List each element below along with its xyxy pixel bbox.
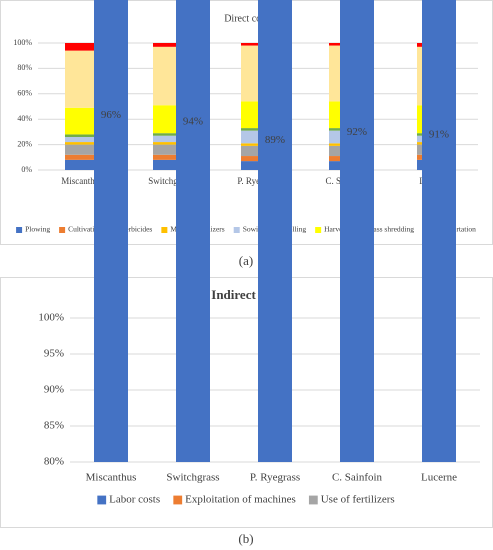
- legend-swatch: [308, 495, 318, 505]
- legend-label: Labor costs: [109, 494, 160, 506]
- bar-segment: [94, 0, 128, 462]
- bar-segment: [153, 142, 187, 145]
- bar-segment: [65, 134, 99, 137]
- legend-label: Exploitation of machines: [185, 494, 296, 506]
- bar-segment: [153, 159, 187, 170]
- legend-label: Grass shredding: [365, 225, 414, 234]
- bar-segment: [65, 159, 99, 170]
- legend-label: Sowing: [243, 225, 266, 234]
- bar-segment: [153, 135, 187, 143]
- chart-title: Direct cost: [224, 13, 268, 24]
- bar-segment: [153, 133, 187, 136]
- bar-segment: [153, 154, 187, 160]
- y-tick-label: 85%: [44, 420, 64, 432]
- legend-label: Cultivation: [68, 225, 102, 234]
- bar-segment: [65, 144, 99, 155]
- y-tick-label: 90%: [44, 384, 64, 396]
- legend-label: Use of fertilizers: [321, 494, 395, 506]
- data-label: 94%: [183, 115, 203, 127]
- legend-swatch: [173, 495, 183, 505]
- bar-segment: [153, 144, 187, 155]
- legend-label: Herbicides: [120, 225, 153, 234]
- data-label: 96%: [101, 109, 121, 121]
- legend-swatch: [233, 227, 240, 233]
- bar-segment: [340, 0, 374, 463]
- data-label: 89%: [265, 134, 285, 146]
- bar-segment: [65, 50, 99, 108]
- y-tick-label: 100%: [13, 38, 32, 47]
- y-tick-label: 80%: [17, 63, 32, 72]
- legend-swatch: [97, 495, 107, 505]
- bar-segment: [65, 43, 99, 51]
- y-tick-label: 0%: [21, 165, 32, 174]
- y-tick-label: 100%: [38, 312, 64, 324]
- bar-segment: [65, 136, 99, 143]
- y-tick-label: 80%: [44, 456, 64, 468]
- legend-swatch: [59, 227, 66, 233]
- legend-swatch: [16, 227, 23, 233]
- x-tick-label: P. Ryegrass: [250, 472, 300, 484]
- legend-swatch: [315, 227, 322, 233]
- y-tick-label: 60%: [17, 89, 32, 98]
- panel-caption: (b): [238, 531, 253, 546]
- bar-segment: [258, 0, 292, 463]
- panel-caption: (a): [239, 253, 253, 268]
- legend-label: Harvest: [324, 225, 348, 234]
- x-tick-label: Miscanthus: [86, 472, 137, 484]
- x-tick-label: Switchgrass: [148, 176, 192, 186]
- bar-segment: [65, 142, 99, 145]
- legend-label: Rolling: [284, 225, 307, 234]
- x-tick-label: C. Sainfoin: [332, 472, 383, 484]
- bar-segment: [176, 0, 210, 463]
- bar-segment: [422, 0, 456, 462]
- y-tick-label: 95%: [44, 348, 64, 360]
- x-tick-label: Miscanthus: [61, 176, 103, 186]
- chart-frame: [0, 277, 493, 528]
- legend-swatch: [161, 227, 168, 233]
- y-tick-label: 40%: [17, 114, 32, 123]
- bar-segment: [65, 107, 99, 135]
- bar-segment: [65, 154, 99, 160]
- data-label: 92%: [347, 126, 367, 138]
- bar-segment: [153, 43, 187, 47]
- y-tick-label: 20%: [17, 139, 32, 148]
- x-tick-label: Switchgrass: [166, 472, 219, 484]
- legend-label: Plowing: [25, 225, 50, 234]
- x-tick-label: Lucerne: [421, 472, 457, 484]
- data-label: 91%: [429, 128, 449, 140]
